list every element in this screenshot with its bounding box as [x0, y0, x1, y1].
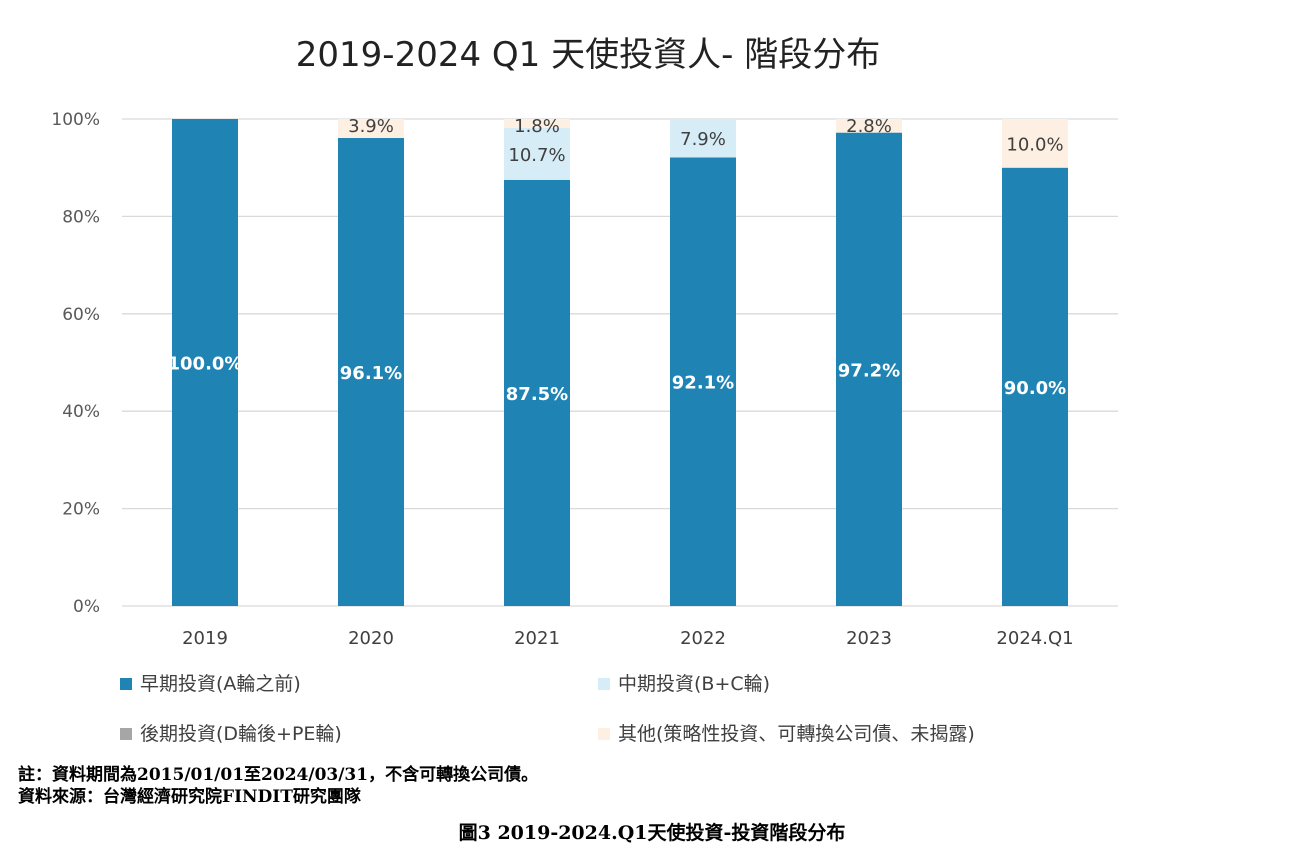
- bar-segment: [504, 179, 570, 606]
- bar-segment: [670, 119, 736, 158]
- legend-item: 後期投資(D輪後+PE輪): [120, 723, 342, 745]
- data-label: 100.0%: [168, 354, 243, 375]
- legend-label: 中期投資(B+C輪): [618, 673, 770, 695]
- stacked-bar-chart: 2019-2024 Q1 天使投資人- 階段分布 0% 20% 40% 60% 80% 1…: [51, 35, 1118, 745]
- bar-segment: [504, 119, 570, 128]
- legend-label: 後期投資(D輪後+PE輪): [140, 723, 342, 745]
- footnote-source: 資料來源：台灣經濟研究院FINDIT研究團隊: [18, 787, 361, 807]
- data-label: 87.5%: [506, 384, 568, 405]
- y-tick-label: 40%: [62, 402, 100, 422]
- x-tick-label: 2022: [680, 628, 726, 649]
- bar-segment: [504, 127, 570, 180]
- legend-label: 早期投資(A輪之前): [140, 673, 301, 695]
- bar-segment: [1002, 119, 1068, 168]
- data-label: 3.9%: [348, 116, 394, 137]
- bar-segment: [836, 119, 902, 133]
- legend-label: 其他(策略性投資、可轉換公司債、未揭露): [618, 723, 975, 745]
- x-tick-label: 2023: [846, 628, 892, 649]
- x-tick-label: 2024.Q1: [996, 628, 1073, 649]
- x-tick-label: 2019: [182, 628, 228, 649]
- bar-segment: [338, 119, 404, 138]
- data-label: 2.8%: [846, 116, 892, 137]
- data-label: 10.7%: [508, 145, 565, 166]
- x-tick-label: 2020: [348, 628, 394, 649]
- legend-item: 中期投資(B+C輪): [598, 673, 770, 695]
- legend-item: 早期投資(A輪之前): [120, 673, 301, 695]
- bar-segment: [1002, 167, 1068, 606]
- y-tick-label: 80%: [62, 207, 100, 227]
- footnote-note: 註：資料期間為2015/01/01至2024/03/31，不含可轉換公司債。: [18, 765, 539, 785]
- bar-segment: [670, 157, 736, 606]
- bars: 100.0% 96.1% 3.9% 87.5% 10.7% 1.8% 92.1% 7.9% 97…: [168, 116, 1068, 607]
- gridlines: [122, 118, 1118, 607]
- data-label: 10.0%: [1006, 134, 1063, 155]
- legend: 早期投資(A輪之前) 中期投資(B+C輪) 後期投資(D輪後+PE輪) 其他(策略性投…: [120, 673, 975, 745]
- legend-swatch: [598, 728, 610, 740]
- chart-title: 2019-2024 Q1 天使投資人- 階段分布: [296, 35, 880, 75]
- legend-item: 其他(策略性投資、可轉換公司債、未揭露): [598, 723, 975, 745]
- data-label: 90.0%: [1004, 378, 1066, 399]
- x-tick-label: 2021: [514, 628, 560, 649]
- figure-caption: 圖3 2019-2024.Q1天使投資-投資階段分布: [458, 822, 846, 844]
- y-tick-label: 60%: [62, 305, 100, 325]
- legend-swatch: [120, 728, 132, 740]
- bar-segment: [836, 132, 902, 607]
- y-tick-label: 20%: [62, 500, 100, 520]
- legend-swatch: [120, 678, 132, 690]
- data-label: 97.2%: [838, 360, 900, 381]
- legend-swatch: [598, 678, 610, 690]
- x-axis: 2019 2020 2021 2022 2023 2024.Q1: [182, 628, 1073, 649]
- data-label: 96.1%: [340, 363, 402, 384]
- data-label: 1.8%: [514, 116, 560, 137]
- bar-segment: [172, 119, 238, 606]
- y-axis: 0% 20% 40% 60% 80% 100%: [51, 110, 100, 617]
- y-tick-label: 100%: [51, 110, 100, 130]
- y-tick-label: 0%: [73, 597, 100, 617]
- data-label: 92.1%: [672, 373, 734, 394]
- data-label: 7.9%: [680, 129, 726, 150]
- footnotes: 註：資料期間為2015/01/01至2024/03/31，不含可轉換公司債。 資…: [18, 764, 538, 808]
- bar-segment: [338, 137, 404, 607]
